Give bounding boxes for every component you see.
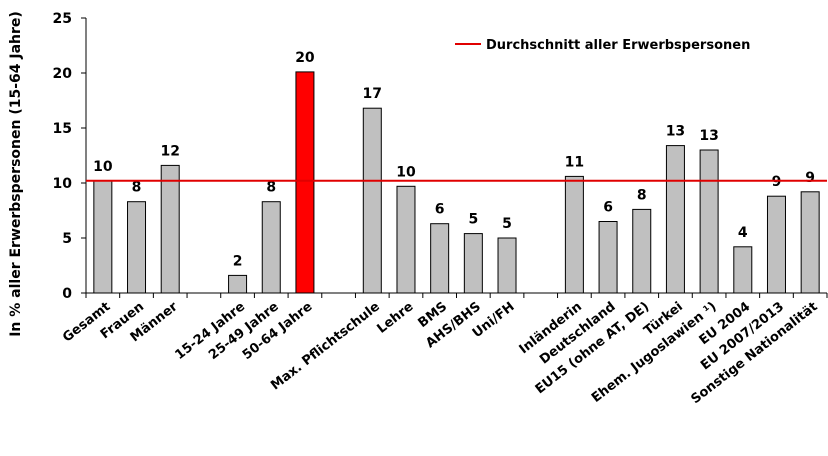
data-label: 8 [132,180,142,196]
bar-uni-fh [497,237,517,294]
bar-ahs-bhs [463,233,483,294]
data-label: 6 [603,200,613,216]
bar-max-pflichtschule [362,107,382,294]
data-label: 20 [295,50,315,66]
data-label: 5 [468,212,478,228]
data-label: 8 [266,180,276,196]
data-label: 8 [637,187,647,203]
y-tick-label: 15 [53,121,72,137]
data-label: 10 [396,164,416,180]
data-label: 2 [233,253,243,269]
legend-label: Durchschnitt aller Erwerbspersonen [486,38,750,53]
bar-türkei [665,145,685,294]
data-label: 12 [160,143,179,159]
bar-eu-2007-2013 [766,195,786,294]
data-label: 9 [805,170,815,186]
data-label: 17 [363,86,382,102]
y-tick-label: 5 [62,231,72,247]
bars-group [93,71,820,294]
bar-deutschland [598,221,618,294]
y-axis-label: In % aller Erwerbspersonen (15-64 Jahre) [8,11,24,337]
data-labels-group: 10 8 12 2 8 20 17 10 6 5 5 11 6 8 13 13 4 9 9 [93,50,815,269]
bar-eu-2004 [733,246,753,294]
bar-inländerin [564,175,584,294]
bar-25-49-jahre [261,201,281,294]
y-tick-label: 0 [62,286,72,302]
bar-frauen [127,201,147,294]
data-label: 10 [93,159,113,175]
y-tick-label: 10 [53,176,73,192]
x-category-label: Max. Pflichtschule [268,299,383,393]
legend: Durchschnitt aller Erwerbspersonen [455,38,750,53]
bar-sonstige-nationalität [800,191,820,294]
data-label: 4 [738,225,748,241]
bar-15-24-jahre [228,274,248,294]
bar-ehem-jugoslawien- [699,149,719,294]
y-tick-label: 20 [53,66,73,82]
data-label: 6 [435,202,445,218]
bar-männer [160,164,180,294]
data-label: 13 [699,128,718,144]
bar-50-64-jahre [295,71,315,294]
bar-eu15-ohne-at-de- [632,208,652,294]
data-label: 5 [502,216,512,232]
y-tick-label: 25 [53,11,72,27]
bar-lehre [396,185,416,294]
data-label: 13 [666,124,685,140]
bar-gesamt [93,180,113,294]
x-category-label: Lehre [374,299,416,337]
bar-bms [430,223,450,294]
data-label: 11 [565,154,584,170]
data-label: 9 [772,174,782,190]
